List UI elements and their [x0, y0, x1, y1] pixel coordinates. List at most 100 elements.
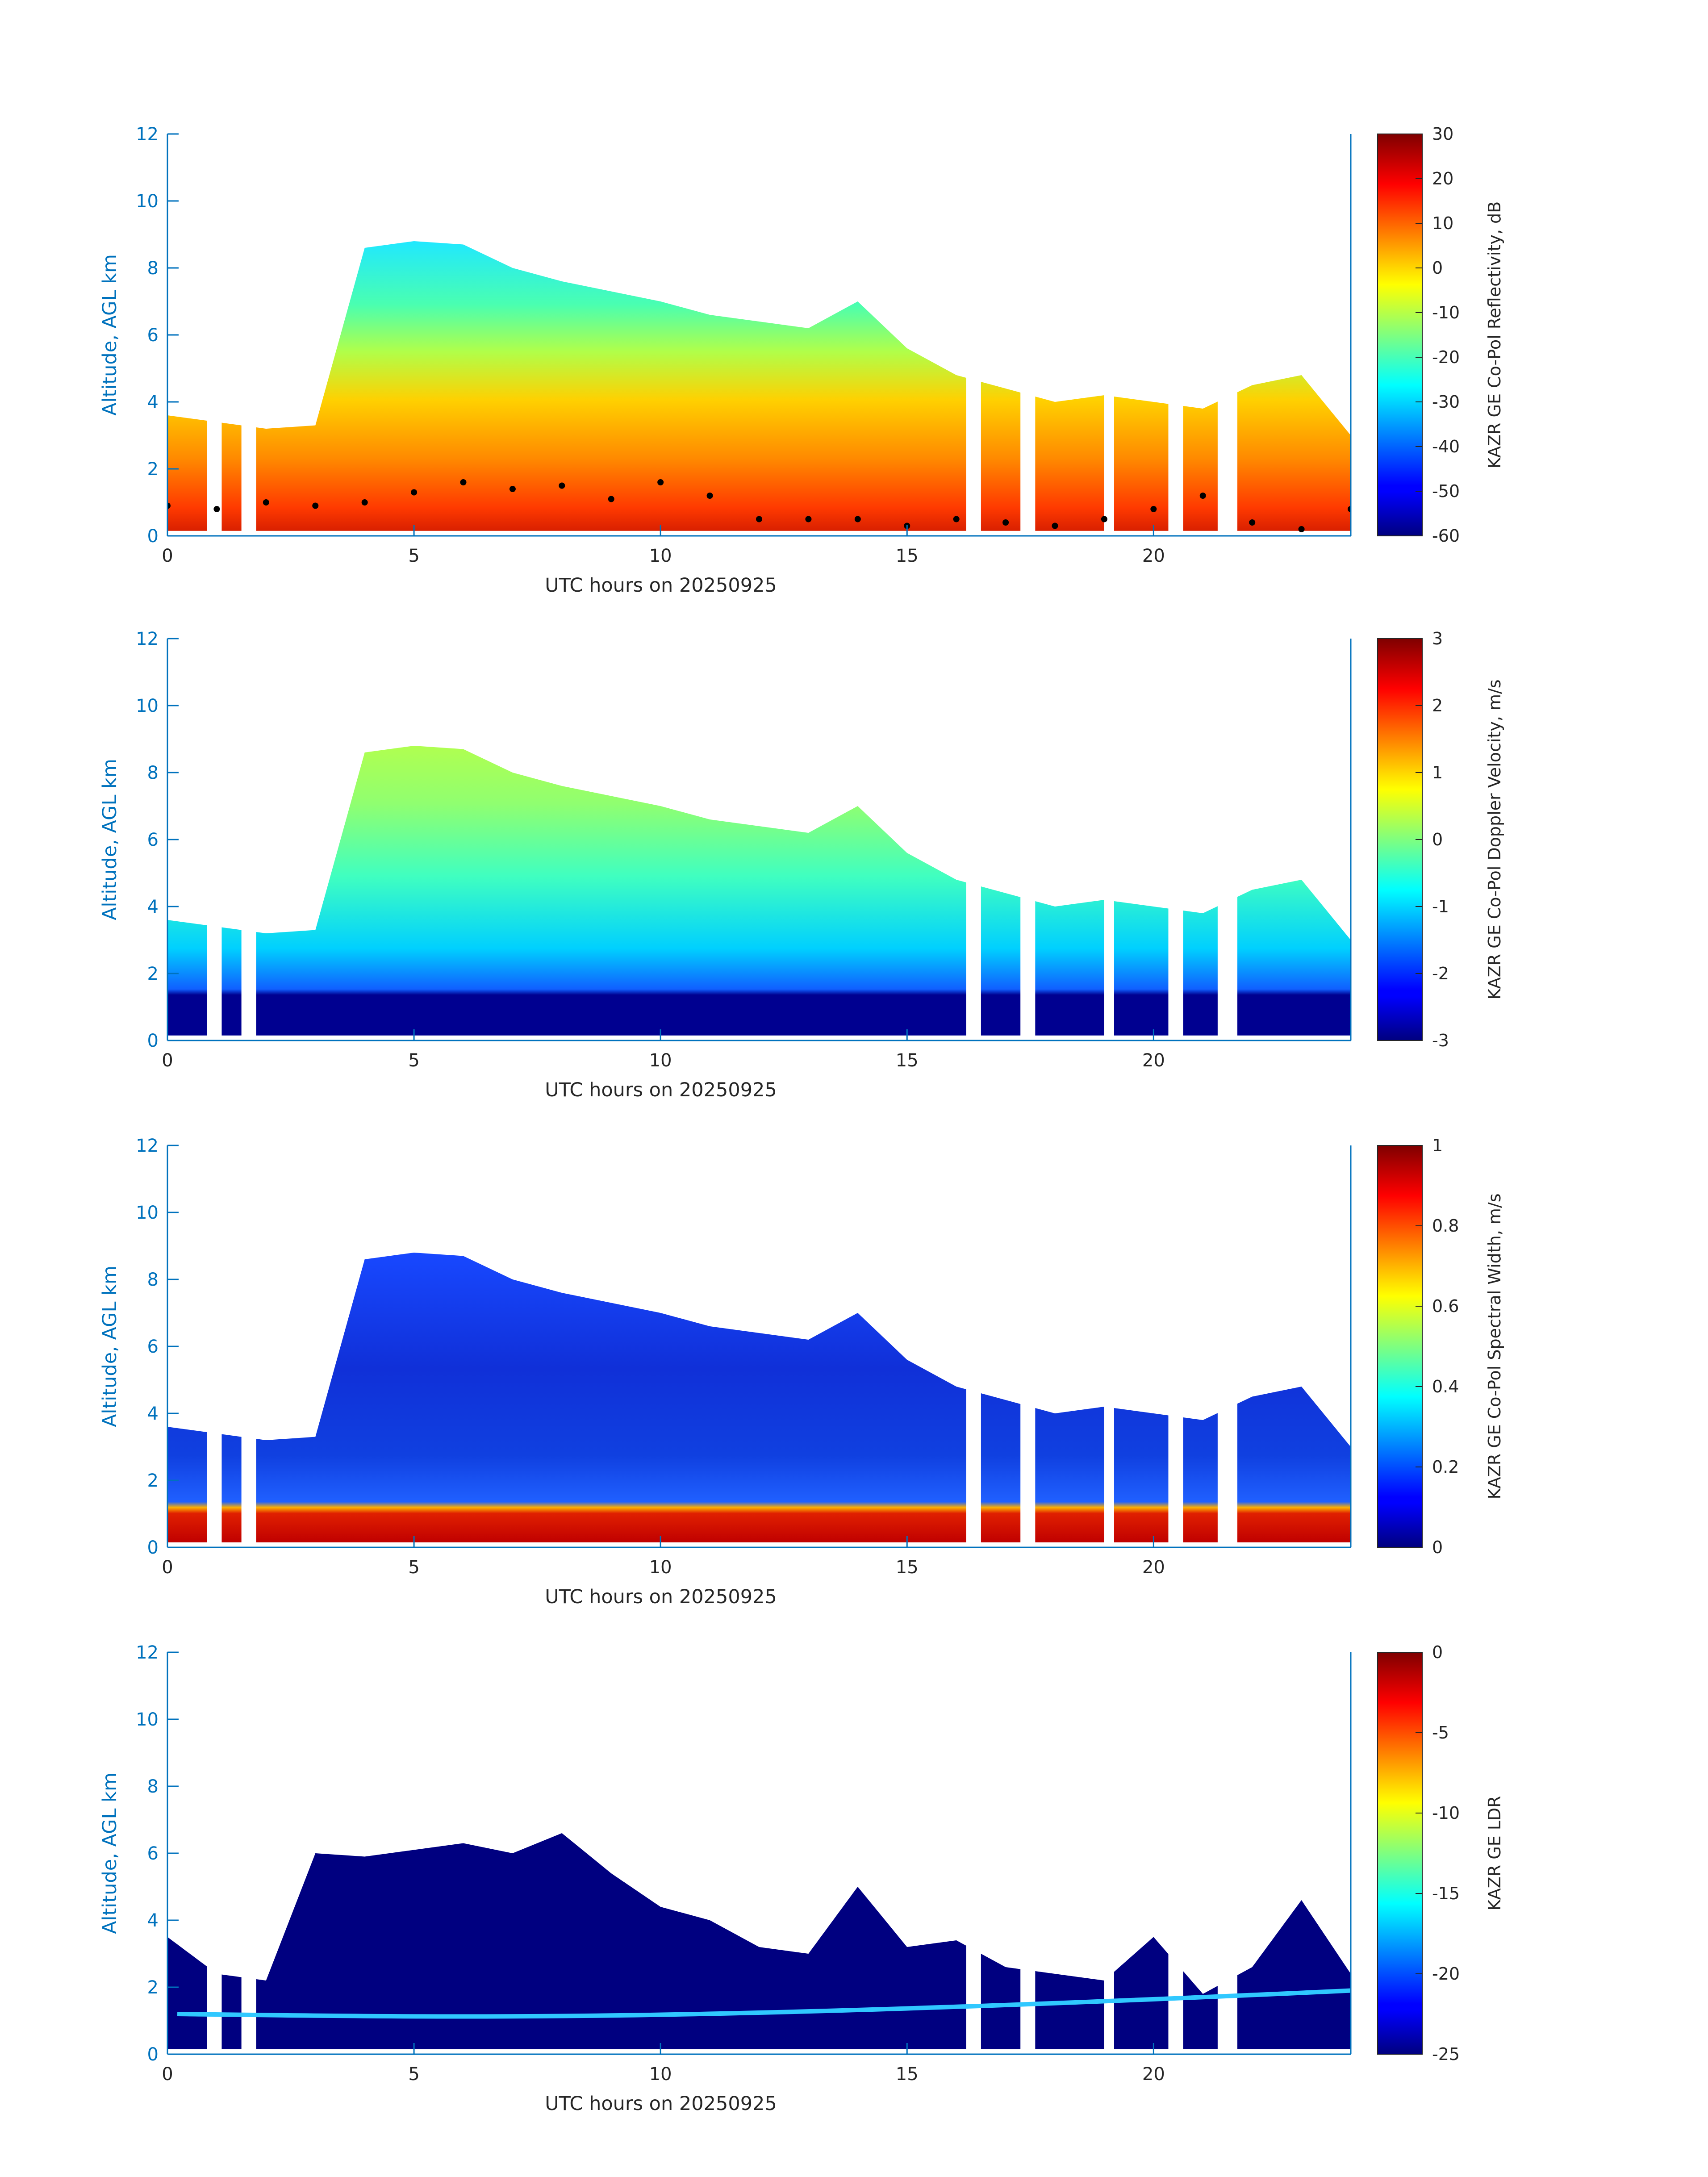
x-tick-label: 20: [1142, 1557, 1165, 1578]
y-tick-label: 0: [147, 2044, 159, 2065]
clear-gap: [966, 1145, 981, 1547]
colorbar-label: KAZR GE Co-Pol Spectral Width, m/s: [1485, 1193, 1504, 1499]
clear-gap: [1104, 1652, 1114, 2054]
y-tick-label: 4: [147, 1910, 159, 1931]
y-axis-label: Altitude, AGL km: [99, 759, 121, 920]
clear-gap: [1104, 1145, 1114, 1547]
colorbar-label: KAZR GE Co-Pol Doppler Velocity, m/s: [1485, 679, 1504, 999]
panel-1: 0 2 4 6 8 10 12 0 5 10 15 20 UTC hours on 20250925 Al…: [99, 124, 1504, 597]
y-tick-label: 4: [147, 897, 159, 917]
x-tick-label: 5: [408, 1050, 419, 1071]
colorbar-scale: [1377, 1145, 1423, 1548]
y-tick-label: 0: [147, 526, 159, 547]
cloud-base-point: [805, 516, 812, 522]
y-tick-label: 10: [136, 1709, 159, 1730]
colorbar: 0 -5 -10 -15 -20 -25 KAZR GE LDR: [1377, 1642, 1504, 2064]
y-tick-label: 10: [136, 191, 159, 212]
y-tick-label: 2: [147, 459, 159, 480]
cloud-base-point: [953, 516, 960, 522]
y-tick-label: 12: [136, 124, 159, 145]
cloud-base-point: [213, 506, 220, 512]
clear-gap: [241, 1652, 256, 2054]
clear-gap: [1217, 639, 1238, 1040]
colorbar-tick-label: -20: [1432, 1964, 1460, 1984]
y-tick-label: 8: [147, 763, 159, 783]
colorbar-tick-label: 0: [1432, 1538, 1443, 1557]
cloud-base-point: [1298, 526, 1305, 532]
cloud-base-point: [559, 482, 565, 489]
y-tick-label: 2: [147, 1471, 159, 1491]
cloud-base-point: [756, 516, 762, 522]
cloud-base-point: [657, 479, 664, 485]
colorbar-tick-label: 0: [1432, 258, 1443, 278]
colorbar-scale: [1377, 638, 1423, 1041]
y-tick-label: 6: [147, 830, 159, 850]
colorbar-tick-label: -25: [1432, 2044, 1460, 2064]
clear-gap: [966, 1652, 981, 2054]
cloud-base-point: [361, 499, 368, 506]
clear-gap: [241, 1145, 256, 1547]
colorbar-tick-label: -10: [1432, 303, 1460, 322]
clear-gap: [1104, 639, 1114, 1040]
x-tick-label: 20: [1142, 2064, 1165, 2085]
cloud-base-point: [1348, 506, 1351, 512]
x-tick-label: 5: [408, 546, 419, 566]
cloud-base-point: [312, 502, 319, 509]
colorbar: 30 20 10 0 -10 -20 -30 -40 -50 -60 KAZR GE Co-Pol …: [1377, 124, 1504, 546]
clear-gap: [1020, 1652, 1036, 2054]
echo-field: [167, 746, 1351, 1036]
x-tick-label: 15: [896, 1050, 919, 1071]
y-tick-label: 12: [136, 1136, 159, 1156]
colorbar-tick-label: -15: [1432, 1884, 1460, 1903]
y-tick-label: 10: [136, 1203, 159, 1223]
clear-gap: [1020, 134, 1036, 536]
x-tick-label: 0: [162, 1557, 173, 1578]
x-tick-label: 15: [896, 546, 919, 566]
y-tick-label: 6: [147, 1843, 159, 1864]
colorbar-scale: [1377, 1652, 1423, 2055]
clear-gap: [1217, 1652, 1238, 2054]
x-tick-label: 20: [1142, 1050, 1165, 1071]
colorbar-tick-label: -3: [1432, 1031, 1449, 1050]
ldr-band: [177, 1988, 1351, 2019]
clear-gap: [1020, 639, 1036, 1040]
colorbar-scale: [1377, 134, 1423, 536]
colorbar-tick-label: 0.6: [1432, 1296, 1459, 1316]
clear-gap: [207, 1652, 222, 2054]
y-tick-label: 2: [147, 1977, 159, 1998]
echo-field: [167, 241, 1351, 531]
colorbar-tick-label: -5: [1432, 1723, 1449, 1742]
clear-gap: [207, 134, 222, 536]
colorbar-tick-label: 1: [1432, 763, 1443, 782]
echo-field: [167, 1253, 1351, 1542]
clear-gap: [207, 639, 222, 1040]
clear-gap: [241, 134, 256, 536]
y-tick-label: 12: [136, 1642, 159, 1663]
x-tick-label: 5: [408, 1557, 419, 1578]
y-tick-label: 0: [147, 1538, 159, 1558]
clear-gap: [966, 134, 981, 536]
cloud-base-point: [411, 489, 418, 496]
colorbar-label: KAZR GE LDR: [1485, 1796, 1504, 1910]
x-tick-label: 0: [162, 546, 173, 566]
y-tick-label: 2: [147, 964, 159, 984]
clear-gap: [1168, 134, 1183, 536]
colorbar: 1 0.8 0.6 0.4 0.2 0 KAZR GE Co-Pol Spectral Wi…: [1377, 1136, 1504, 1557]
colorbar-tick-label: 0: [1432, 1642, 1443, 1662]
x-tick-label: 10: [649, 1050, 672, 1071]
clear-gap: [1104, 134, 1114, 536]
clear-gap: [1020, 1145, 1036, 1547]
cloud-base-point: [1249, 519, 1256, 526]
x-tick-label: 0: [162, 2064, 173, 2085]
clear-gap: [966, 639, 981, 1040]
colorbar-tick-label: 10: [1432, 213, 1453, 233]
clear-gap: [1168, 639, 1183, 1040]
y-tick-label: 8: [147, 1270, 159, 1290]
x-tick-label: 0: [162, 1050, 173, 1071]
cloud-base-point: [854, 516, 861, 522]
cloud-base-point: [706, 493, 713, 499]
x-axis-label: UTC hours on 20250925: [545, 1586, 777, 1608]
colorbar-tick-label: -50: [1432, 481, 1460, 501]
